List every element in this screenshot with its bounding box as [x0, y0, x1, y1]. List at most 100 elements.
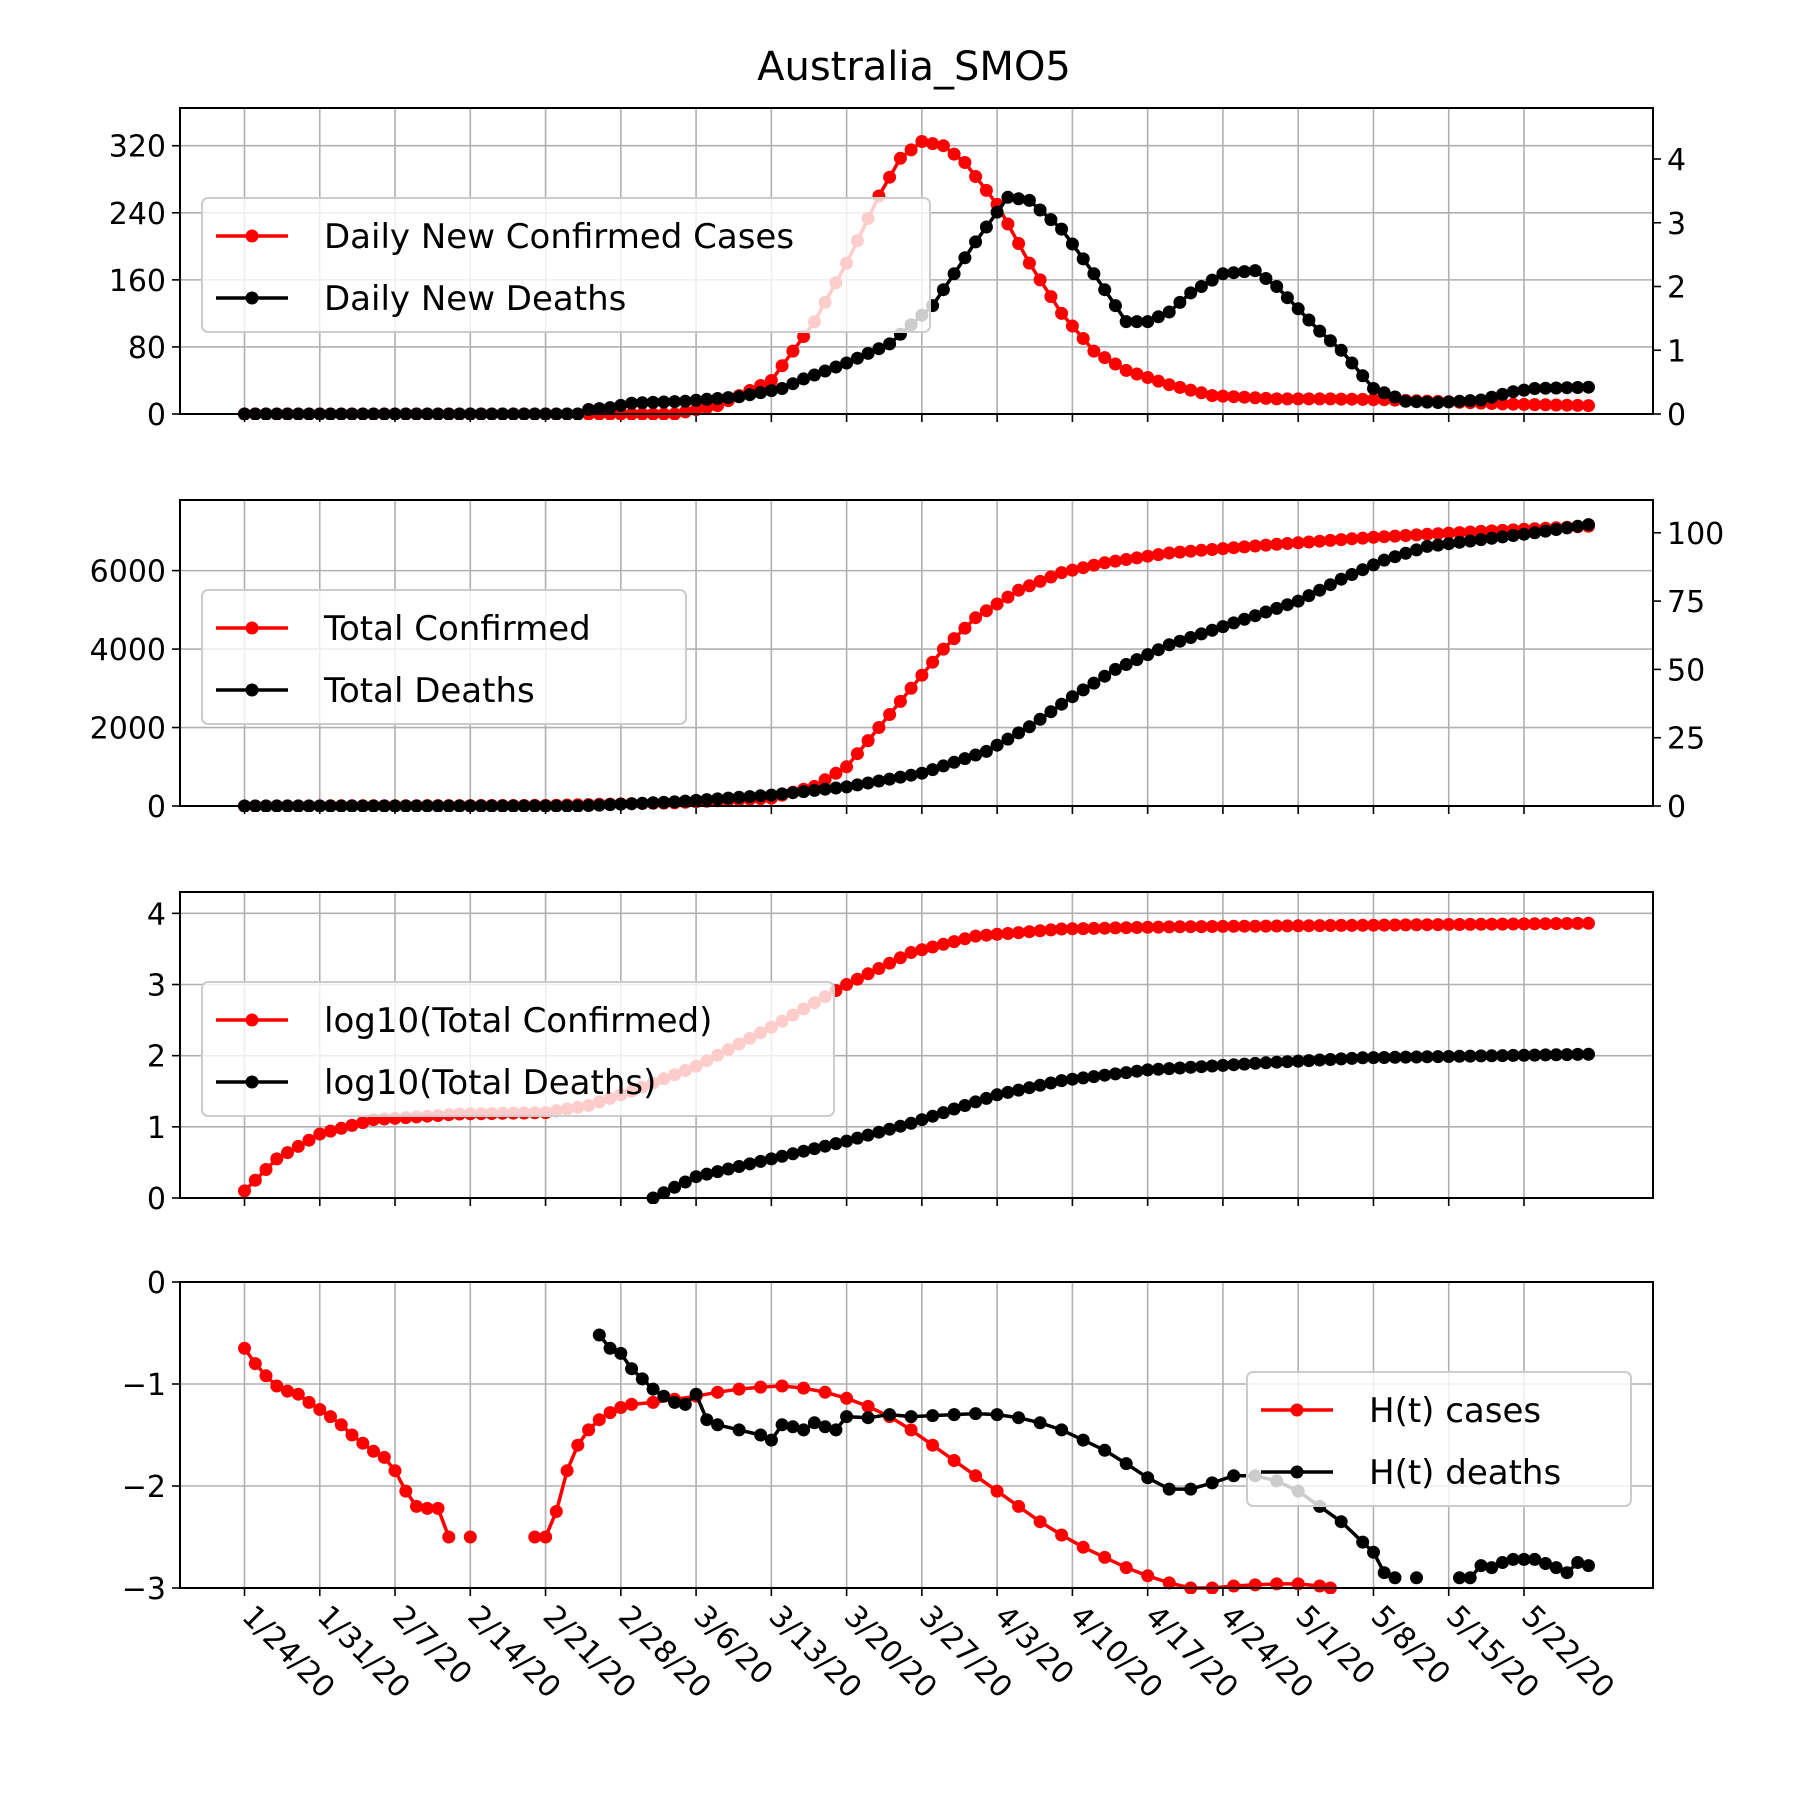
data-point — [818, 1420, 832, 1434]
data-point — [1205, 1059, 1219, 1073]
data-point — [1055, 1423, 1069, 1437]
data-point — [1323, 392, 1337, 406]
data-point — [1248, 264, 1262, 278]
data-point — [840, 356, 854, 370]
data-point — [313, 1403, 327, 1416]
data-point — [936, 759, 950, 773]
y2-tick-label: 50 — [1667, 653, 1705, 688]
data-point — [979, 1091, 993, 1105]
data-point — [324, 1410, 337, 1424]
data-point — [721, 391, 735, 405]
chart-title: Australia_SMO5 — [757, 44, 1071, 90]
data-point — [1248, 1578, 1262, 1592]
data-point — [1496, 397, 1509, 411]
data-point — [732, 1382, 746, 1396]
data-point — [582, 1423, 596, 1437]
data-point — [1270, 392, 1284, 406]
data-point — [1571, 398, 1585, 412]
data-point — [904, 681, 918, 695]
data-point — [1098, 1443, 1112, 1457]
data-point — [1001, 927, 1015, 940]
data-point — [700, 392, 714, 406]
data-point — [1517, 383, 1531, 397]
series-total-deaths — [238, 518, 1595, 812]
data-point — [861, 776, 875, 790]
data-point — [259, 1369, 273, 1383]
data-point — [786, 1420, 800, 1434]
legend-label: log10(Total Confirmed) — [324, 1001, 712, 1041]
data-point — [1410, 395, 1423, 409]
data-point — [1130, 921, 1144, 934]
data-point — [893, 951, 907, 965]
data-point — [291, 1139, 305, 1153]
data-point — [990, 1484, 1004, 1498]
data-point — [1001, 732, 1015, 746]
legend: Daily New Confirmed Cases Daily New Death… — [201, 197, 931, 333]
data-point — [711, 1418, 725, 1432]
data-point — [1334, 572, 1348, 586]
data-point — [1184, 544, 1198, 558]
data-point — [1141, 1569, 1155, 1583]
data-point — [1205, 543, 1219, 556]
data-point — [904, 946, 918, 959]
data-point — [990, 927, 1004, 941]
data-point — [893, 151, 907, 165]
data-point — [1151, 1062, 1165, 1076]
panel-entropy: −3 −2 −1 0 H(t) cases H(t) deaths — [122, 1266, 1654, 1607]
data-point — [775, 1418, 789, 1432]
data-point — [1582, 380, 1595, 394]
data-point — [1582, 1559, 1595, 1573]
panel-log: 0 1 2 3 4 log10(Total Confirmed) log10(Total D… — [147, 891, 1654, 1217]
data-point — [1388, 529, 1402, 543]
data-point — [1216, 267, 1230, 281]
data-point — [1098, 1550, 1112, 1564]
data-point — [904, 768, 918, 782]
data-point — [1162, 546, 1176, 560]
data-point — [324, 1124, 337, 1138]
data-point — [1356, 1535, 1370, 1549]
data-point — [1087, 344, 1101, 358]
data-point — [1345, 568, 1359, 581]
data-point — [1560, 1566, 1574, 1580]
data-point — [1431, 918, 1445, 932]
data-point — [625, 1397, 639, 1411]
data-point — [797, 372, 811, 386]
data-point — [1108, 1067, 1122, 1081]
data-point — [1184, 631, 1198, 644]
data-point — [979, 928, 993, 942]
data-point — [797, 785, 811, 799]
axes-frame — [179, 107, 1654, 415]
data-point — [1237, 390, 1251, 404]
data-point — [721, 791, 735, 805]
data-point — [947, 267, 961, 281]
y-tick-label: 1 — [147, 1111, 166, 1146]
data-point — [1237, 265, 1251, 279]
data-point — [1345, 1051, 1359, 1065]
data-point — [1259, 919, 1273, 933]
data-point — [1334, 1052, 1348, 1066]
data-point — [721, 1162, 735, 1176]
data-point — [1151, 548, 1165, 562]
data-point — [1087, 558, 1101, 572]
data-point — [1334, 1515, 1348, 1529]
data-point — [1270, 537, 1284, 551]
data-point — [829, 781, 843, 795]
data-point — [1442, 537, 1456, 551]
data-point — [1119, 921, 1133, 935]
data-point — [893, 1119, 907, 1133]
data-point — [926, 137, 940, 151]
data-point — [1205, 623, 1219, 637]
data-point — [646, 395, 660, 409]
data-point — [1388, 1050, 1402, 1064]
data-point — [1044, 923, 1058, 937]
data-point — [1033, 273, 1047, 287]
data-point — [291, 1387, 305, 1401]
data-point — [904, 143, 918, 157]
data-point — [1022, 193, 1036, 207]
data-point — [1388, 550, 1402, 564]
data-point — [1388, 390, 1402, 404]
data-point — [818, 1385, 832, 1399]
data-point — [1528, 526, 1542, 540]
data-point — [840, 1391, 854, 1405]
data-point — [1162, 1062, 1176, 1076]
